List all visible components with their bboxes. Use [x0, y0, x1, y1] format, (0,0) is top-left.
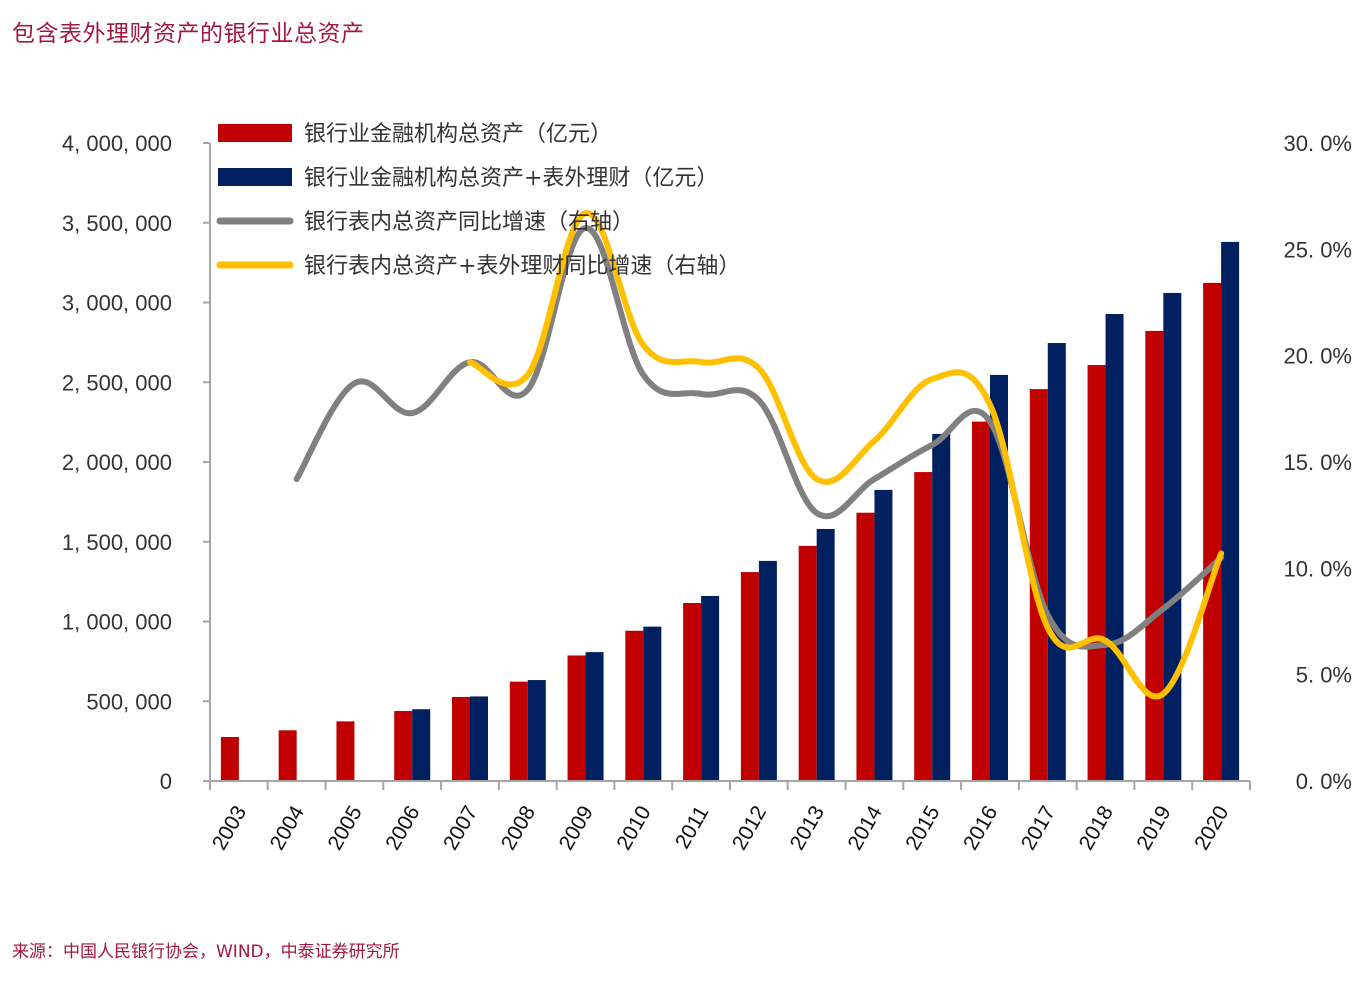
left-axis-tick-label: 3, 000, 000 [62, 291, 172, 316]
bar-onbalance-2006 [394, 710, 413, 781]
right-axis-tick-label: 20. 0% [1284, 344, 1353, 369]
source-note: 来源：中国人民银行协会，WIND，中泰证券研究所 [12, 942, 400, 962]
bar-total-2013 [816, 528, 835, 781]
bar-onbalance-2020 [1203, 282, 1222, 781]
x-axis-tick-label: 2004 [266, 802, 309, 854]
x-axis-tick-label: 2014 [843, 802, 886, 854]
bar-total-2018 [1105, 313, 1124, 781]
legend-label: 银行表内总资产同比增速（右轴） [304, 210, 634, 235]
bar-onbalance-2014 [856, 512, 875, 781]
x-axis-tick-label: 2019 [1132, 802, 1175, 854]
x-axis-tick-label: 2003 [208, 802, 251, 854]
bar-total-2006 [412, 709, 431, 781]
left-axis-tick-label: 500, 000 [86, 689, 172, 714]
bars-layer [220, 241, 1240, 781]
bar-onbalance-2007 [452, 696, 470, 781]
bar-onbalance-2019 [1145, 330, 1164, 781]
x-axis-tick-label: 2008 [497, 802, 540, 854]
x-axis-tick-label: 2013 [786, 802, 829, 854]
x-axis-tick-label: 2020 [1190, 802, 1233, 854]
bar-onbalance-2018 [1087, 365, 1106, 781]
bar-onbalance-2013 [798, 545, 817, 781]
legend-swatch-bar [218, 124, 292, 142]
legend-label: 银行表内总资产+表外理财同比增速（右轴） [304, 254, 740, 279]
left-axis-tick-label: 0 [160, 769, 172, 794]
legend: 银行业金融机构总资产（亿元） 银行业金融机构总资产+表外理财（亿元） 银行表内总资产… [216, 122, 740, 279]
x-axis-tick-label: 2016 [959, 802, 1002, 854]
legend-item: 银行表内总资产同比增速（右轴） [216, 210, 634, 235]
bar-total-2010 [643, 626, 662, 781]
chart-title: 包含表外理财资产的银行业总资产 [12, 21, 365, 47]
lines-layer [293, 210, 1225, 700]
left-axis-tick-label: 1, 500, 000 [62, 530, 172, 555]
left-axis-tick-label: 1, 000, 000 [62, 610, 172, 635]
right-axis-tick-label: 10. 0% [1284, 556, 1353, 581]
x-axis-tick-label: 2006 [381, 802, 424, 854]
bar-onbalance-2010 [625, 630, 644, 781]
bar-onbalance-2015 [914, 472, 933, 781]
bar-onbalance-2005 [336, 721, 355, 781]
bar-onbalance-2012 [740, 572, 759, 781]
x-axis-tick-label: 2018 [1075, 802, 1118, 854]
left-axis-tick-label: 4, 000, 000 [62, 131, 172, 156]
right-axis-tick-label: 25. 0% [1284, 237, 1353, 262]
legend-item: 银行业金融机构总资产（亿元） [218, 122, 612, 147]
left-axis-tick-label: 2, 500, 000 [62, 370, 172, 395]
bar-total-2008 [527, 680, 546, 781]
bar-onbalance-2011 [683, 602, 702, 781]
bar-total-2012 [758, 560, 777, 781]
legend-item: 银行表内总资产+表外理财同比增速（右轴） [216, 254, 740, 279]
legend-label: 银行业金融机构总资产+表外理财（亿元） [304, 166, 718, 191]
bar-total-2011 [701, 595, 720, 781]
legend-item: 银行业金融机构总资产+表外理财（亿元） [218, 166, 718, 191]
right-axis-tick-label: 0. 0% [1296, 769, 1352, 794]
right-axis-tick-label: 30. 0% [1284, 131, 1353, 156]
bar-total-2007 [470, 696, 488, 781]
x-axis-tick-label: 2011 [671, 802, 714, 853]
left-axis-tick-label: 3, 500, 000 [62, 211, 172, 236]
x-axis-tick-label: 2012 [728, 802, 771, 854]
bar-total-2014 [874, 489, 893, 781]
bar-onbalance-2016 [972, 421, 990, 781]
bar-onbalance-2009 [567, 655, 586, 781]
bar-total-2017 [1047, 343, 1066, 781]
bar-onbalance-2004 [278, 730, 297, 781]
x-axis-tick-label: 2005 [323, 802, 366, 854]
chart: 0 500, 000 1, 000, 000 1, 500, 000 2, 000, 0… [62, 122, 1353, 854]
left-axis-tick-label: 2, 000, 000 [62, 450, 172, 475]
bar-total-2016 [990, 374, 1008, 781]
right-axis-tick-label: 5. 0% [1296, 663, 1352, 688]
x-axis-tick-label: 2015 [901, 802, 944, 854]
bar-total-2009 [585, 652, 604, 781]
bar-total-2020 [1221, 241, 1240, 781]
x-axis-tick-label: 2010 [612, 802, 655, 854]
right-axis-tick-label: 15. 0% [1284, 450, 1353, 475]
x-axis-tick-label: 2017 [1017, 802, 1060, 854]
x-axis-tick-label: 2009 [555, 802, 598, 854]
bar-total-2015 [932, 433, 951, 781]
x-axis-tick-label: 2007 [439, 802, 482, 854]
bar-onbalance-2003 [220, 736, 239, 781]
bar-total-2019 [1163, 292, 1182, 781]
bar-onbalance-2008 [509, 681, 528, 781]
legend-label: 银行业金融机构总资产（亿元） [304, 122, 612, 147]
legend-swatch-bar [218, 168, 292, 186]
